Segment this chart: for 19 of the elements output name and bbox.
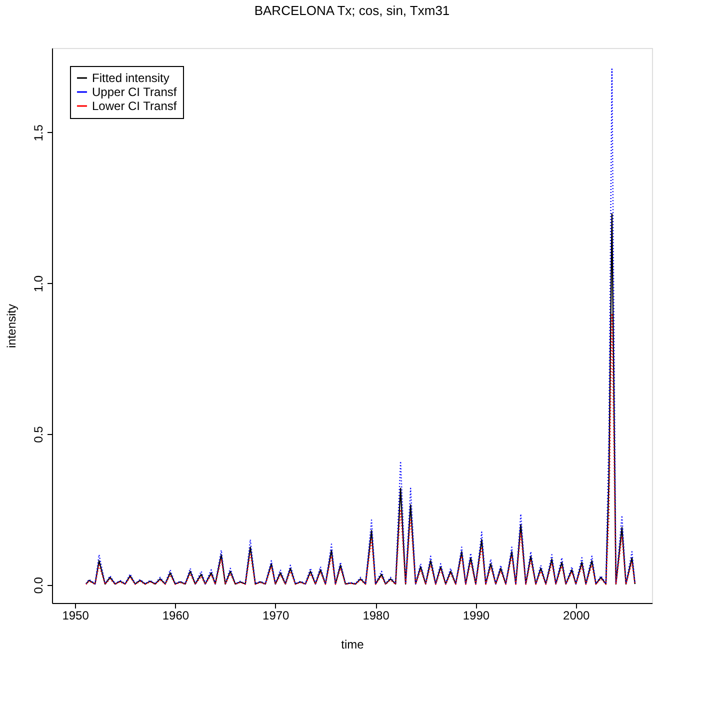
x-tick-label: 1970 (262, 608, 290, 622)
y-tick-label: 0.5 (32, 426, 46, 443)
y-axis-title: intensity (4, 304, 18, 348)
x-axis-title: time (341, 638, 364, 652)
legend-label: Fitted intensity (92, 71, 170, 85)
legend-label: Upper CI Transf (92, 85, 178, 99)
legend-label: Lower CI Transf (92, 99, 178, 113)
x-tick-label: 1950 (62, 608, 90, 622)
line-series (85, 68, 636, 584)
y-tick-label: 1.5 (32, 124, 46, 142)
chart-title: BARCELONA Tx; cos, sin, Txm31 (254, 3, 450, 18)
x-tick-label: 1980 (362, 608, 390, 622)
y-tick-label: 0.0 (32, 576, 46, 594)
x-tick-label: 1990 (462, 608, 490, 622)
y-tick-label: 1.0 (32, 275, 46, 292)
line-series (85, 213, 636, 585)
x-tick-label: 1960 (162, 608, 190, 622)
line-series (85, 312, 636, 585)
x-tick-label: 2000 (563, 608, 590, 622)
